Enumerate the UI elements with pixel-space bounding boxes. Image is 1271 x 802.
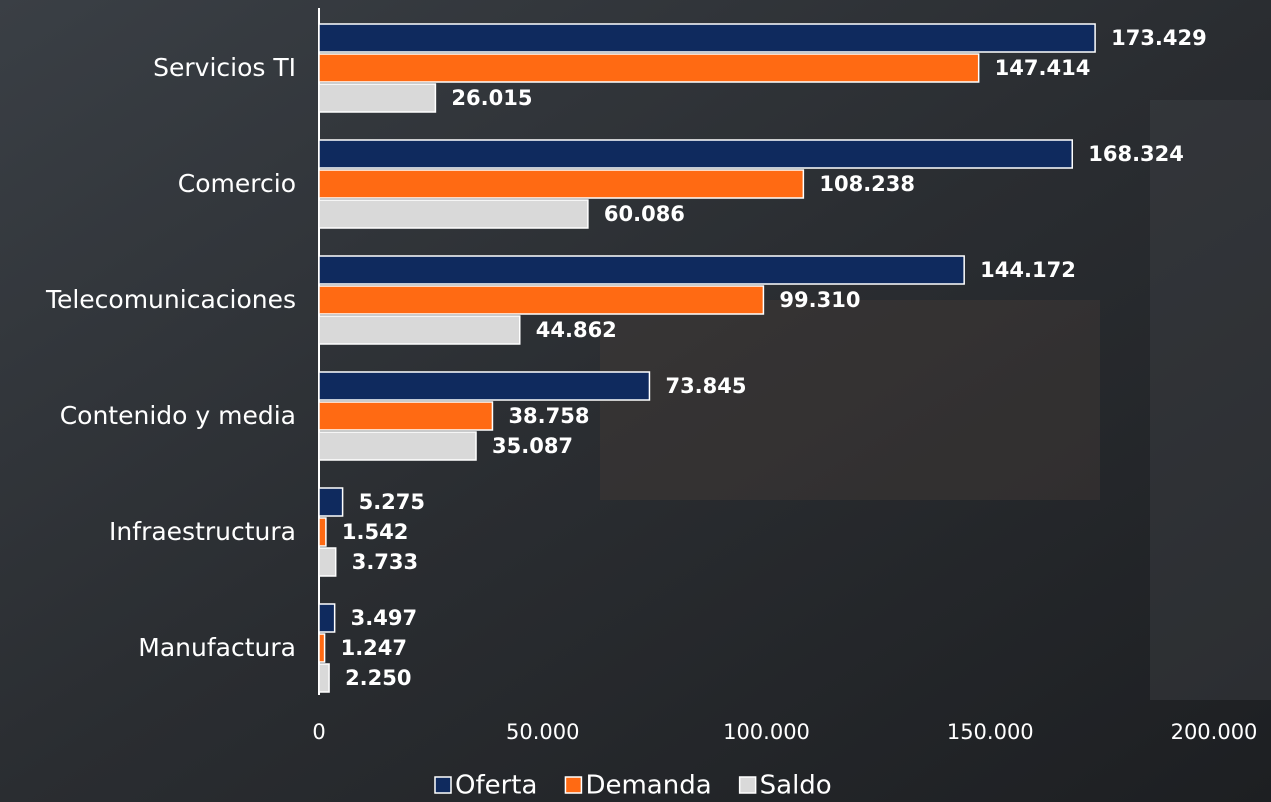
y-tick-label: Manufactura [138, 633, 296, 662]
legend-swatch [434, 776, 452, 794]
value-label: 147.414 [995, 56, 1091, 80]
value-label: 44.862 [536, 318, 617, 342]
bar [318, 23, 1096, 53]
bar [318, 371, 651, 401]
y-tick-label: Comercio [178, 169, 296, 198]
bar [318, 547, 337, 577]
bar [318, 633, 326, 663]
bar [318, 53, 980, 83]
background-person [1150, 100, 1271, 700]
y-tick-label: Telecomunicaciones [45, 285, 296, 314]
value-label: 60.086 [604, 202, 685, 226]
value-label: 99.310 [779, 288, 860, 312]
x-tick-label: 0 [312, 720, 325, 744]
bar [318, 255, 965, 285]
value-label: 5.275 [359, 490, 425, 514]
bar [318, 487, 344, 517]
bar [318, 431, 477, 461]
bar [318, 169, 805, 199]
x-tick-label: 50.000 [506, 720, 579, 744]
bar [318, 401, 494, 431]
value-label: 3.733 [352, 550, 418, 574]
legend-swatch [564, 776, 583, 794]
value-label: 35.087 [492, 434, 573, 458]
legend-swatch [738, 776, 757, 794]
value-label: 2.250 [345, 666, 411, 690]
y-tick-label: Infraestructura [109, 517, 296, 546]
background-desk [600, 300, 1100, 500]
value-label: 144.172 [980, 258, 1076, 282]
legend-label: Saldo [760, 771, 832, 801]
bar [318, 315, 521, 345]
legend-label: Oferta [455, 771, 537, 801]
bar [318, 603, 336, 633]
bar [318, 199, 589, 229]
bar [318, 83, 437, 113]
value-label: 26.015 [451, 86, 532, 110]
value-label: 1.542 [342, 520, 408, 544]
value-label: 108.238 [819, 172, 915, 196]
x-tick-label: 100.000 [723, 720, 810, 744]
x-tick-label: 200.000 [1171, 720, 1258, 744]
value-label: 173.429 [1111, 26, 1207, 50]
bar [318, 517, 327, 547]
value-label: 3.497 [351, 606, 417, 630]
value-label: 38.758 [508, 404, 589, 428]
value-label: 168.324 [1088, 142, 1184, 166]
value-label: 73.845 [665, 374, 746, 398]
bar [318, 285, 765, 315]
legend-label: Demanda [585, 771, 711, 801]
x-tick-label: 150.000 [947, 720, 1034, 744]
y-tick-label: Servicios TI [153, 53, 296, 82]
bar [318, 139, 1073, 169]
value-label: 1.247 [341, 636, 407, 660]
y-tick-label: Contenido y media [60, 401, 296, 430]
bar [318, 663, 330, 693]
